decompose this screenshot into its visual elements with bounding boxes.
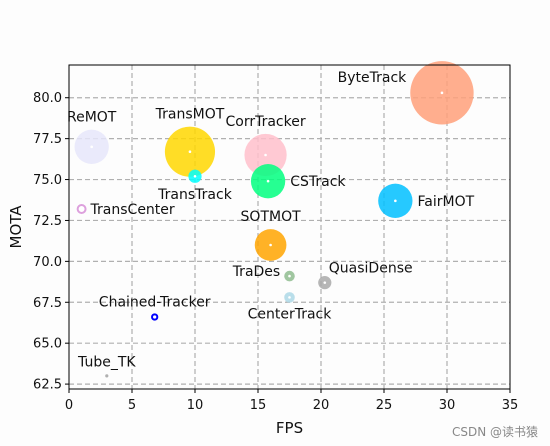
x-tick-label: 10 <box>187 398 204 413</box>
bubble-center-fairmot <box>394 199 397 203</box>
x-tick-label: 0 <box>65 398 73 413</box>
label-cstrack: CSTrack <box>290 174 346 190</box>
y-axis-ticks: 62.5 65.0 67.5 70.0 72.5 75.0 77.5 80.0 <box>33 91 69 393</box>
y-tick-label: 70.0 <box>33 255 62 270</box>
label-trades: TraDes <box>232 264 281 280</box>
x-tick-label: 35 <box>502 398 519 413</box>
bubble-center-quasidense <box>323 281 327 284</box>
watermark: CSDN @读书猿 <box>451 425 538 439</box>
bubble-center-transtrack <box>193 174 197 178</box>
y-tick-label: 77.5 <box>33 132 62 147</box>
y-tick-label: 80.0 <box>33 91 62 106</box>
label-quasidense: QuasiDense <box>329 261 413 277</box>
bubble-center-remot <box>90 145 93 149</box>
y-tick-label: 62.5 <box>33 378 62 393</box>
bubble-center-corrtracker <box>264 153 267 157</box>
y-tick-label: 72.5 <box>33 214 62 229</box>
x-tick-label: 25 <box>376 398 393 413</box>
y-axis-label: MOTA <box>7 205 25 249</box>
bubble-center-cstrack <box>266 179 270 183</box>
bubble-tube-tk <box>105 374 109 378</box>
x-tick-label: 30 <box>439 398 456 413</box>
label-remot: ReMOT <box>67 110 117 126</box>
label-corrtracker: CorrTracker <box>225 114 305 130</box>
x-axis-label: FPS <box>276 419 303 437</box>
label-transcenter: TransCenter <box>90 202 175 218</box>
data-points <box>74 61 474 378</box>
x-axis-ticks: 0 5 10 15 20 25 30 35 <box>65 389 518 413</box>
label-transtrack: TransTrack <box>157 187 233 203</box>
bubble-center-centertrack <box>288 296 291 299</box>
label-chained-tracker: Chained-Tracker <box>99 294 211 310</box>
label-bytetrack: ByteTrack <box>338 70 408 86</box>
label-fairmot: FairMOT <box>418 194 475 210</box>
y-tick-label: 65.0 <box>33 337 62 352</box>
label-sotmot: SOTMOT <box>241 209 302 225</box>
y-tick-label: 75.0 <box>33 173 62 188</box>
grid <box>69 65 510 389</box>
x-tick-label: 20 <box>313 398 330 413</box>
y-tick-label: 67.5 <box>33 296 62 311</box>
bubble-center-trades <box>288 274 291 278</box>
bubble-transcenter <box>76 204 87 214</box>
x-tick-label: 15 <box>250 398 267 413</box>
x-tick-label: 5 <box>128 398 136 413</box>
bubble-center-bytetrack <box>440 91 444 95</box>
bubble-center-transmot <box>188 150 192 154</box>
label-centertrack: CenterTrack <box>248 307 333 323</box>
bubble-chained-tracker <box>151 313 159 321</box>
label-tube-tk: Tube_TK <box>77 354 136 370</box>
plot-frame <box>68 64 511 390</box>
label-transmot: TransMOT <box>155 107 225 123</box>
point-labels: ByteTrack ReMOT TransMOT CorrTracker TransTr… <box>67 70 475 370</box>
bubble-center-sotmot <box>269 243 272 247</box>
